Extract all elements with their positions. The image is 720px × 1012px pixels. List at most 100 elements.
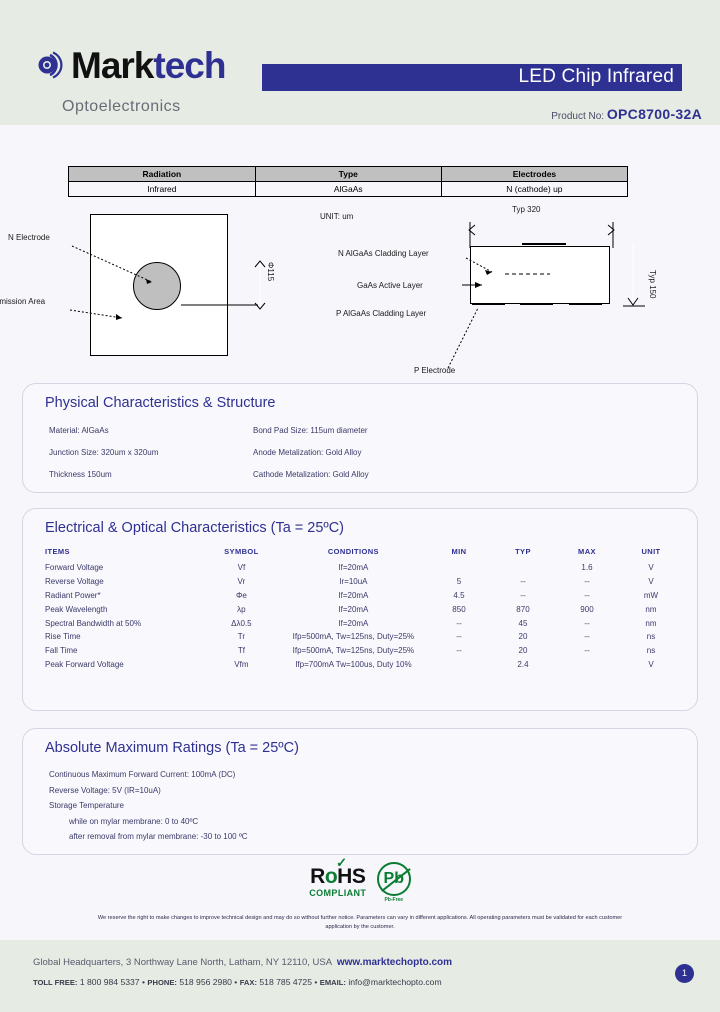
cell-conditions: If=20mA	[338, 563, 369, 573]
cell-min: --	[456, 632, 462, 642]
cell-item: Forward Voltage	[45, 563, 104, 573]
cell-min: --	[456, 618, 462, 628]
cell-typ: 2.4	[517, 659, 529, 669]
cell-typ: 45	[518, 618, 528, 628]
label-n-cladding: N AlGaAs Cladding Layer	[338, 249, 429, 258]
physical-material: Material: AlGaAs	[49, 426, 109, 435]
label-active-layer: GaAs Active Layer	[357, 281, 423, 290]
cell-item: Radiant Power*	[45, 590, 101, 600]
cell-max: --	[584, 577, 590, 587]
toll-free-number: 1 800 984 5337	[79, 977, 140, 987]
summary-table: Radiation Type Electrodes Infrared AlGaA…	[68, 166, 629, 197]
emission-area-circle	[133, 262, 181, 310]
phone-number: 518 956 2980	[179, 977, 232, 987]
physical-junction-size: Junction Size: 320um x 320um	[49, 448, 159, 457]
toll-free-label: TOLL FREE:	[33, 978, 78, 987]
label-n-electrode: N Electrode	[8, 233, 50, 242]
cell-unit: mW	[643, 590, 659, 600]
cell-max: --	[584, 618, 590, 628]
top-electrode-pad	[522, 243, 566, 245]
product-number-label: Product No:	[551, 111, 605, 122]
bottom-electrode-pad-1	[472, 303, 505, 305]
page-header: Marktech Optoelectronics LED Chip Infrar…	[0, 0, 720, 125]
abs-storage-after-removal: after removal from mylar membrane: -30 t…	[69, 832, 248, 841]
cell-item: Peak Wavelength	[45, 604, 108, 614]
cell-min: 4.5	[453, 590, 465, 600]
rohs-compliant-logo: ✓ RoHS COMPLIANT	[309, 856, 366, 900]
physical-right-column: Bond Pad Size: 115um diameter Anode Meta…	[253, 420, 369, 486]
col-typ: TYP	[515, 547, 531, 556]
cell-item: Peak Forward Voltage	[45, 659, 124, 669]
cell-conditions: Ifp=700mA Tw=100us, Duty 10%	[295, 659, 412, 669]
cell-item: Fall Time	[45, 646, 78, 656]
footer-website-link[interactable]: www.marktechopto.com	[336, 957, 453, 968]
physical-cathode-metalization: Cathode Metalization: Gold Alloy	[253, 470, 369, 479]
abs-reverse-voltage: Reverse Voltage: 5V (IR=10uA)	[49, 785, 161, 795]
summary-header-electrodes: Electrodes	[440, 166, 629, 182]
cell-item: Reverse Voltage	[45, 577, 104, 587]
page-footer: Global Headquarters, 3 Northway Lane Nor…	[0, 940, 720, 1012]
footer-address-line: Global Headquarters, 3 Northway Lane Nor…	[33, 957, 452, 968]
abs-storage-temperature: Storage Temperature	[49, 801, 125, 810]
summary-value-type: AlGaAs	[254, 181, 442, 197]
col-unit: UNIT	[641, 547, 661, 556]
fax-number: 518 785 4725	[259, 977, 312, 987]
active-layer-dashed-line	[505, 273, 550, 275]
dim-typ-height-label: Typ 150	[648, 270, 657, 299]
cell-unit: nm	[645, 604, 657, 614]
cell-max: --	[584, 646, 590, 656]
abs-forward-current: Continuous Maximum Forward Current: 100m…	[49, 770, 236, 779]
cell-typ: --	[520, 577, 526, 587]
cell-unit: V	[648, 577, 654, 587]
summary-value-radiation: Infrared	[68, 181, 256, 197]
label-p-cladding: P AlGaAs Cladding Layer	[336, 309, 427, 318]
footer-address: Global Headquarters, 3 Northway Lane Nor…	[33, 957, 332, 968]
physical-bond-pad-size: Bond Pad Size: 115um diameter	[253, 426, 368, 435]
product-number-value: OPC8700-32A	[606, 106, 702, 122]
cell-symbol: Vr	[237, 577, 246, 587]
rohs-r: R	[310, 864, 325, 888]
product-number-line: Product No: OPC8700-32A	[551, 106, 702, 122]
cell-typ: --	[520, 590, 526, 600]
electrical-optical-panel: Electrical & Optical Characteristics (Ta…	[22, 508, 698, 711]
table-row: Spectral Bandwidth at 50% Δλ0.5 If=20mA -- 4…	[43, 616, 683, 630]
cell-symbol: Vfm	[234, 659, 249, 669]
leader-lines-side-view	[447, 257, 493, 369]
summary-header-radiation: Radiation	[68, 166, 256, 182]
cell-unit: nm	[645, 618, 657, 628]
table-row: Fall Time Tf Ifp=500mA, Tw=125ns, Duty=25%…	[43, 644, 683, 658]
cell-conditions: If=20mA	[338, 604, 369, 614]
cell-min: 850	[452, 604, 466, 614]
physical-thickness: Thickness 150um	[49, 470, 112, 479]
cell-conditions: Ir=10uA	[339, 577, 368, 587]
chip-structure-diagram: N Electrode Emission Area Φ115 UNIT: um …	[0, 200, 720, 385]
email-label: EMAIL:	[319, 978, 346, 987]
cell-unit: V	[648, 659, 654, 669]
absolute-maximum-ratings-title: Absolute Maximum Ratings (Ta = 25ºC)	[45, 740, 299, 756]
rohs-o: o	[324, 864, 338, 888]
leader-lines-top-view	[69, 245, 258, 320]
dim-typ-width-label: Typ 320	[512, 205, 541, 214]
cell-unit: V	[648, 563, 654, 573]
cell-max	[555, 657, 619, 671]
col-conditions: CONDITIONS	[327, 547, 379, 556]
table-row: Peak Wavelength λp If=20mA 850 870 900 nm	[43, 602, 683, 616]
bottom-electrode-pad-3	[569, 303, 602, 305]
cell-unit: ns	[646, 632, 656, 642]
pb-free-text: Pb-Free	[384, 897, 404, 903]
cell-conditions: If=20mA	[338, 618, 369, 628]
rohs-hs: HS	[337, 864, 366, 888]
table-header-row: ITEMS SYMBOL CONDITIONS MIN TYP MAX UNIT	[43, 547, 683, 561]
document-title-bar: LED Chip Infrared	[262, 64, 682, 91]
brand-subtitle: Optoelectronics	[62, 98, 181, 115]
brand-logo: Marktech	[36, 47, 226, 84]
col-min: MIN	[451, 547, 467, 556]
table-row: Reverse Voltage Vr Ir=10uA 5 -- -- V	[43, 575, 683, 589]
label-emission-area: Emission Area	[0, 297, 46, 306]
electrical-optical-table: ITEMS SYMBOL CONDITIONS MIN TYP MAX UNIT…	[43, 547, 683, 671]
chip-side-view-outline	[470, 246, 610, 304]
email-address[interactable]: info@marktechopto.com	[348, 977, 442, 987]
col-items: ITEMS	[45, 547, 70, 556]
cell-item: Spectral Bandwidth at 50%	[45, 618, 142, 628]
physical-left-column: Material: AlGaAs Junction Size: 320um x …	[49, 420, 158, 486]
